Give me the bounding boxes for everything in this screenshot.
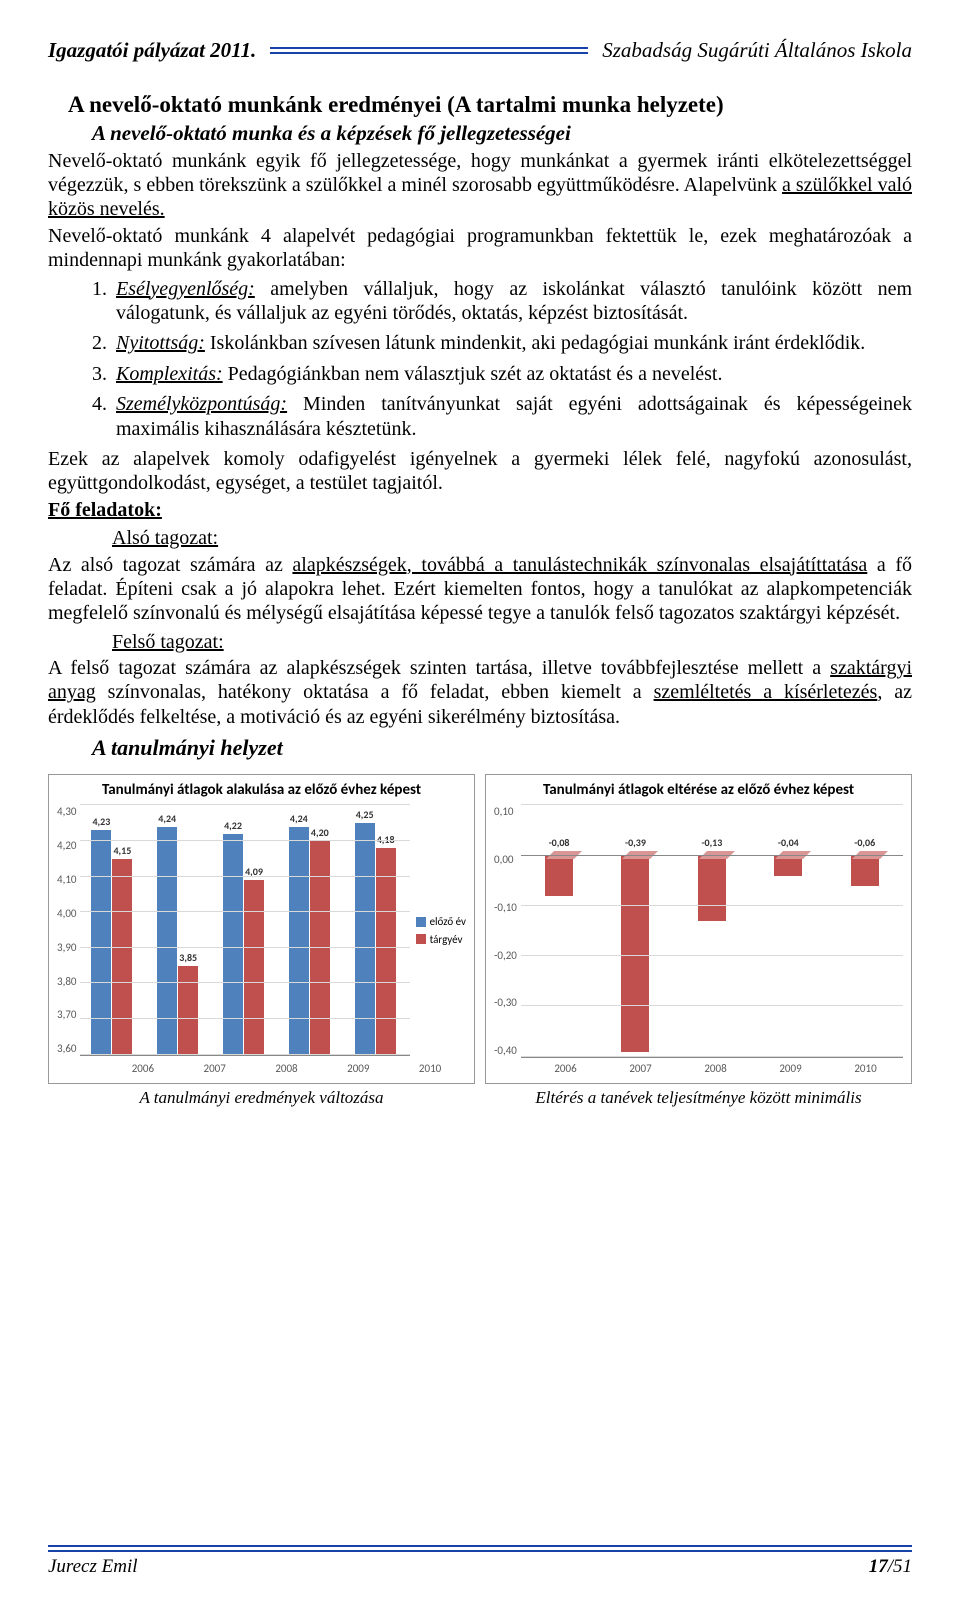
list-rest: Pedagógiánkban nem választjuk szét az ok… — [223, 363, 723, 385]
header-right: Szabadság Sugárúti Általános Iskola — [602, 38, 912, 63]
list-item: Nyitottság: Iskolánkban szívesen látunk … — [112, 331, 912, 355]
chart1-area: 4,304,204,104,003,903,803,703,60 4,234,1… — [57, 805, 466, 1055]
list-term: Komplexitás: — [116, 363, 223, 385]
p4a: Az alsó tagozat számára az — [48, 554, 292, 576]
felso-tagozat-label: Felső tagozat: — [48, 630, 912, 654]
chart2-xaxis: 20062007200820092010 — [494, 1058, 903, 1077]
p5u2: szemléltetés a kísérletezés — [654, 681, 878, 703]
page-footer: Jurecz Emil 17/51 — [48, 1545, 912, 1578]
chart2-area: 0,100,00-0,10-0,20-0,30-0,40 -0,08-0,39-… — [494, 805, 903, 1057]
fo-feladatok: Fő feladatok: — [48, 498, 912, 522]
list-rest: Iskolánkban szívesen látunk mindenkit, a… — [205, 332, 865, 354]
chart-2: Tanulmányi átlagok eltérése az előző évh… — [485, 774, 912, 1084]
principles-list: Esélyegyenlőség: amelyben vállaljuk, hog… — [48, 277, 912, 441]
legend-label: előző év — [430, 915, 466, 928]
list-term: Személyközpontúság: — [116, 393, 287, 415]
chart1-xaxis: 20062007200820092010 — [57, 1056, 466, 1077]
list-item: Esélyegyenlőség: amelyben vállaljuk, hog… — [112, 277, 912, 326]
footer-pagenum: 17 — [869, 1556, 888, 1577]
footer-right: 17/51 — [869, 1556, 912, 1578]
list-item: Személyközpontúság: Minden tanítványunka… — [112, 392, 912, 441]
list-term: Nyitottság: — [116, 332, 205, 354]
charts-row: Tanulmányi átlagok alakulása az előző év… — [48, 774, 912, 1084]
chart-1: Tanulmányi átlagok alakulása az előző év… — [48, 774, 475, 1084]
legend-item: tárgyév — [416, 933, 466, 946]
paragraph-1: Nevelő-oktató munkánk egyik fő jellegzet… — [48, 149, 912, 222]
paragraph-5: A felső tagozat számára az alapkészségek… — [48, 656, 912, 729]
chart2-plot: -0,08-0,39-0,13-0,04-0,06 — [521, 805, 903, 1057]
subsection-heading: A nevelő-oktató munka és a képzések fő j… — [92, 121, 912, 147]
footer-left: Jurecz Emil — [48, 1556, 138, 1578]
chart2-title: Tanulmányi átlagok eltérése az előző évh… — [494, 781, 903, 799]
document-body: A nevelő-oktató munkánk eredményei (A ta… — [48, 91, 912, 1109]
list-term: Esélyegyenlőség: — [116, 278, 255, 300]
page-header: Igazgatói pályázat 2011. Szabadság Sugár… — [48, 38, 912, 63]
header-rule — [270, 47, 588, 54]
paragraph-3: Ezek az alapelvek komoly odafigyelést ig… — [48, 447, 912, 496]
chart1-plot: 4,234,154,243,854,224,094,244,204,254,18 — [80, 805, 409, 1055]
chart1-title: Tanulmányi átlagok alakulása az előző év… — [57, 781, 466, 799]
list-item: Komplexitás: Pedagógiánkban nem választj… — [112, 362, 912, 386]
also-tagozat-label: Alsó tagozat: — [48, 526, 912, 550]
header-left: Igazgatói pályázat 2011. — [48, 38, 256, 63]
paragraph-4: Az alsó tagozat számára az alapkészségek… — [48, 553, 912, 626]
legend-item: előző év — [416, 915, 466, 928]
paragraph-2: Nevelő-oktató munkánk 4 alapelvét pedagó… — [48, 224, 912, 273]
chart1-legend: előző év tárgyév — [410, 805, 466, 1055]
section-heading: A nevelő-oktató munkánk eredményei (A ta… — [68, 91, 912, 119]
legend-label: tárgyév — [430, 933, 463, 946]
p5a: A felső tagozat számára az alapkészségek… — [48, 657, 830, 679]
captions: A tanulmányi eredmények változása Eltéré… — [48, 1088, 912, 1109]
chart2-yaxis: 0,100,00-0,10-0,20-0,30-0,40 — [494, 805, 521, 1057]
tanulmanyi-helyzet-heading: A tanulmányi helyzet — [92, 735, 912, 762]
p4u: alapkészségek, továbbá a tanulástechniká… — [292, 554, 867, 576]
p5b: színvonalas, hatékony oktatása a fő fela… — [96, 681, 654, 703]
caption-2: Eltérés a tanévek teljesítménye között m… — [485, 1088, 912, 1109]
legend-swatch — [416, 934, 426, 944]
chart1-yaxis: 4,304,204,104,003,903,803,703,60 — [57, 805, 80, 1055]
chart2-bars: -0,08-0,39-0,13-0,04-0,06 — [521, 805, 903, 1056]
legend-swatch — [416, 917, 426, 927]
footer-pagetotal: /51 — [888, 1556, 912, 1577]
caption-1: A tanulmányi eredmények változása — [48, 1088, 475, 1109]
